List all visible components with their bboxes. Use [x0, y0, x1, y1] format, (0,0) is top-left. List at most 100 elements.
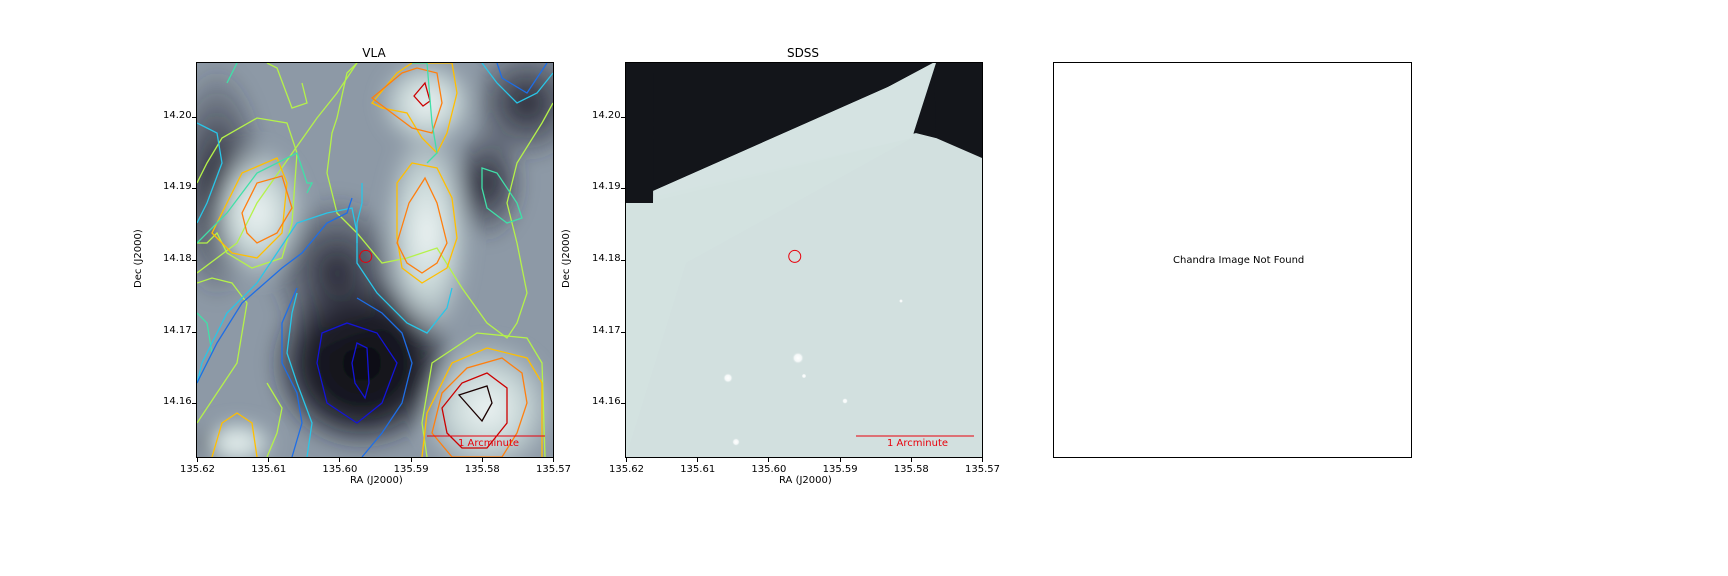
- vla-contour: [226, 63, 238, 84]
- vla-contour: [431, 357, 528, 457]
- sdss-ylabel: Dec (J2000): [561, 229, 572, 288]
- vla-target-marker: [359, 249, 373, 263]
- vla-contour: [412, 63, 438, 164]
- vla-xtick: [197, 458, 198, 462]
- vla-xtick-label: 135.58: [464, 464, 500, 475]
- vla-scalebar-label: 1 Arcminute: [458, 438, 520, 449]
- vla-ytick-label: 14.17: [163, 324, 192, 336]
- sdss-dark-corner: [626, 63, 654, 203]
- sdss-xtick-label: 135.62: [609, 464, 644, 475]
- vla-ytick-label: 14.20: [163, 109, 192, 121]
- sdss-star: [723, 373, 733, 383]
- sdss-ytick: [621, 188, 625, 190]
- sdss-image-panel: [625, 62, 983, 458]
- sdss-xtick: [626, 458, 627, 462]
- vla-ytick-label: 14.19: [163, 181, 192, 193]
- vla-contour: [266, 382, 283, 457]
- vla-contour: [326, 63, 553, 339]
- sdss-xtick-label: 135.61: [680, 464, 716, 475]
- sdss-field-strip: [626, 63, 936, 203]
- vla-contour: [197, 207, 453, 384]
- sdss-ytick: [621, 116, 625, 118]
- sdss-target-marker: [788, 249, 802, 263]
- vla-xtick-label: 135.62: [180, 464, 215, 475]
- sdss-ytick: [621, 260, 625, 261]
- vla-contour: [396, 162, 458, 284]
- vla-ytick: [192, 260, 196, 261]
- vla-image-panel: [196, 62, 554, 458]
- vla-contour: [351, 342, 370, 400]
- vla-ytick-label: 14.16: [163, 396, 192, 408]
- sdss-ytick-label: 14.16: [592, 396, 621, 408]
- sdss-ytick-label: 14.18: [592, 253, 621, 264]
- vla-xtick: [553, 458, 554, 462]
- sdss-title: SDSS: [786, 46, 820, 60]
- vla-xtick-label: 135.59: [393, 464, 429, 475]
- vla-ytick: [192, 403, 196, 405]
- vla-xtick: [339, 458, 341, 462]
- vla-contour: [396, 176, 448, 274]
- vla-contour: [421, 332, 546, 457]
- sdss-xtick: [982, 458, 983, 462]
- vla-ytick: [192, 116, 196, 118]
- sdss-star: [801, 373, 807, 379]
- sdss-ytick-label: 14.20: [592, 109, 621, 121]
- vla-contour: [211, 412, 258, 457]
- vla-contour: [286, 292, 313, 457]
- sdss-ytick: [621, 403, 625, 405]
- chandra-panel: [1053, 62, 1412, 458]
- vla-ytick: [192, 188, 196, 190]
- vla-contour: [356, 183, 363, 243]
- sdss-xtick-label: 135.60: [751, 464, 787, 475]
- vla-contour: [197, 122, 223, 224]
- sdss-star: [792, 352, 804, 364]
- vla-contour: [370, 63, 458, 155]
- vla-contour: [197, 152, 314, 244]
- sdss-xtick: [910, 458, 912, 462]
- vla-contour: [496, 63, 548, 94]
- vla-contour: [481, 63, 553, 104]
- vla-xtick: [268, 458, 270, 462]
- vla-xtick-label: 135.61: [251, 464, 287, 475]
- vla-xtick-label: 135.57: [536, 464, 571, 475]
- sdss-xtick-label: 135.59: [822, 464, 858, 475]
- vla-contour: [356, 297, 413, 457]
- sdss-star: [732, 438, 740, 446]
- vla-contour: [241, 175, 293, 244]
- vla-contour: [197, 197, 353, 384]
- vla-xtick: [481, 458, 483, 462]
- vla-contour: [197, 277, 248, 424]
- vla-contour: [441, 372, 508, 449]
- vla-image: [197, 63, 553, 457]
- sdss-star: [899, 299, 903, 303]
- vla-contour: [481, 167, 523, 224]
- sdss-ytick: [621, 331, 625, 333]
- vla-ytick: [192, 331, 196, 333]
- vla-ylabel: Dec (J2000): [133, 229, 144, 288]
- vla-contour: [370, 67, 443, 134]
- sdss-xlabel: RA (J2000): [779, 475, 832, 486]
- sdss-xtick-label: 135.57: [965, 464, 1000, 475]
- vla-contour: [281, 287, 303, 457]
- vla-contour: [316, 322, 398, 424]
- sdss-ytick-label: 14.19: [592, 181, 621, 193]
- vla-ytick-label: 14.18: [163, 253, 192, 264]
- sdss-xtick: [839, 458, 841, 462]
- vla-xtick: [410, 458, 412, 462]
- vla-contour: [421, 347, 543, 457]
- sdss-xtick: [768, 458, 770, 462]
- chandra-not-found-message: Chandra Image Not Found: [1173, 255, 1305, 266]
- vla-contour: [197, 117, 298, 269]
- vla-contour: [266, 63, 308, 109]
- vla-contour: [197, 63, 358, 274]
- sdss-scalebar-label: 1 Arcminute: [887, 438, 949, 449]
- vla-xlabel: RA (J2000): [350, 475, 403, 486]
- sdss-star: [842, 398, 848, 404]
- vla-title: VLA: [362, 46, 386, 60]
- vla-contour: [457, 385, 493, 423]
- sdss-ytick-label: 14.17: [592, 324, 621, 336]
- sdss-xtick-label: 135.58: [893, 464, 929, 475]
- sdss-image: [626, 63, 982, 457]
- vla-xtick-label: 135.60: [322, 464, 358, 475]
- vla-contour: [211, 157, 288, 259]
